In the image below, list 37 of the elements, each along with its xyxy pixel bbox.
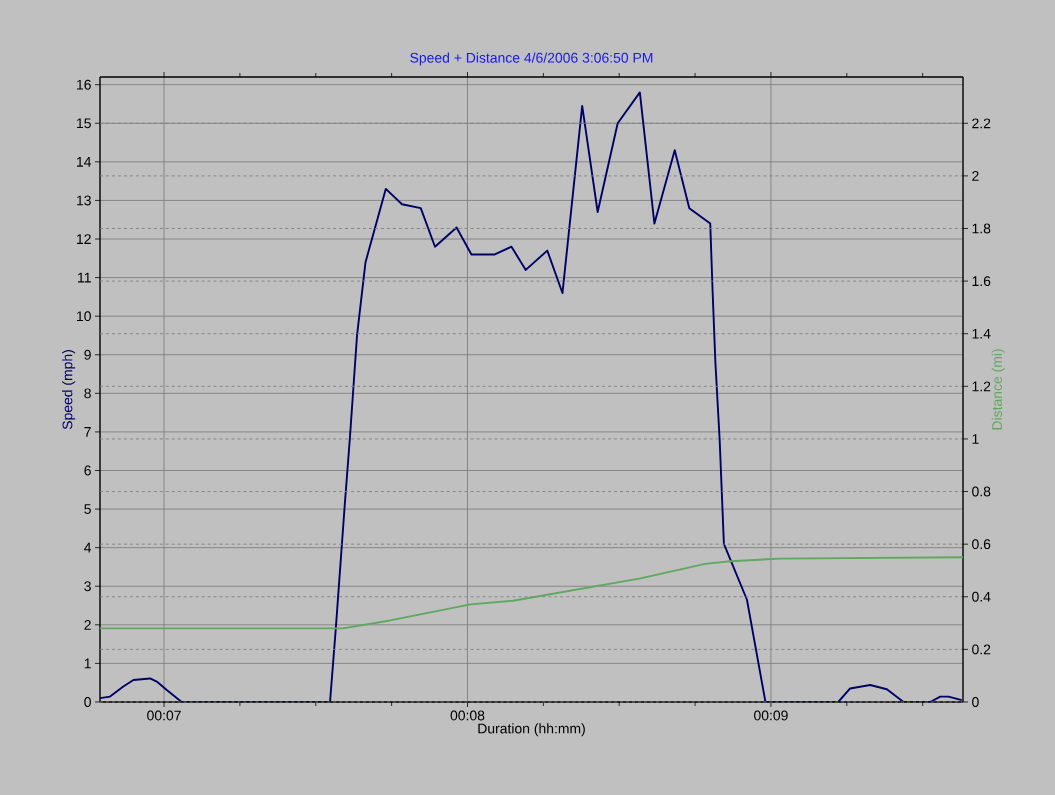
y-tick-label: 5 bbox=[84, 504, 91, 514]
y-tick-label: 12 bbox=[77, 234, 91, 244]
x-axis-title: Duration (hh:mm) bbox=[478, 723, 585, 737]
y-tick-label: 9 bbox=[84, 349, 91, 360]
y-tick-label: 0 bbox=[84, 697, 91, 707]
y-tick-label: 15 bbox=[77, 118, 91, 129]
y-axis-title: Speed (mph) bbox=[62, 350, 76, 430]
y-tick-label: 14 bbox=[77, 157, 92, 167]
y2-tick-label: 0.4 bbox=[972, 591, 991, 602]
y-tick-label: 7 bbox=[84, 427, 91, 437]
y2-tick-label: 2.2 bbox=[972, 118, 991, 129]
y-tick-label: 16 bbox=[77, 79, 91, 90]
line-series bbox=[100, 556, 964, 630]
y-tick-label: 8 bbox=[84, 388, 91, 399]
y2-tick-label: 1.2 bbox=[972, 381, 991, 392]
x-tick-label: 00:09 bbox=[754, 710, 788, 721]
y2-tick-label: 0.2 bbox=[972, 644, 991, 655]
y2-tick-label: 0.6 bbox=[972, 539, 991, 550]
y2-tick-label: 1.6 bbox=[972, 276, 991, 287]
x-tick-label: 00:07 bbox=[147, 710, 181, 721]
y-tick-label: 11 bbox=[78, 272, 91, 283]
y-tick-label: 2 bbox=[84, 619, 91, 630]
y2-tick-label: 1.8 bbox=[972, 223, 991, 234]
y-tick-label: 1 bbox=[84, 658, 91, 669]
y-tick-label: 3 bbox=[84, 581, 91, 592]
y2-tick-label: 1 bbox=[972, 434, 979, 444]
y2-axis-title: Distance (mi) bbox=[991, 349, 1005, 430]
y2-tick-label: 2 bbox=[972, 171, 979, 181]
y2-tick-label: 0.8 bbox=[972, 486, 991, 497]
y-tick-label: 13 bbox=[77, 195, 91, 206]
x-tick-label: 00:08 bbox=[450, 710, 485, 721]
y-tick-label: 4 bbox=[84, 542, 92, 553]
y-tick-label: 10 bbox=[77, 311, 91, 322]
y2-tick-label: 1.4 bbox=[972, 328, 991, 339]
y2-tick-label: 0 bbox=[972, 697, 979, 707]
y-tick-label: 6 bbox=[84, 465, 91, 476]
chart-title: Speed + Distance 4/6/2006 3:06:50 PM bbox=[410, 52, 653, 66]
